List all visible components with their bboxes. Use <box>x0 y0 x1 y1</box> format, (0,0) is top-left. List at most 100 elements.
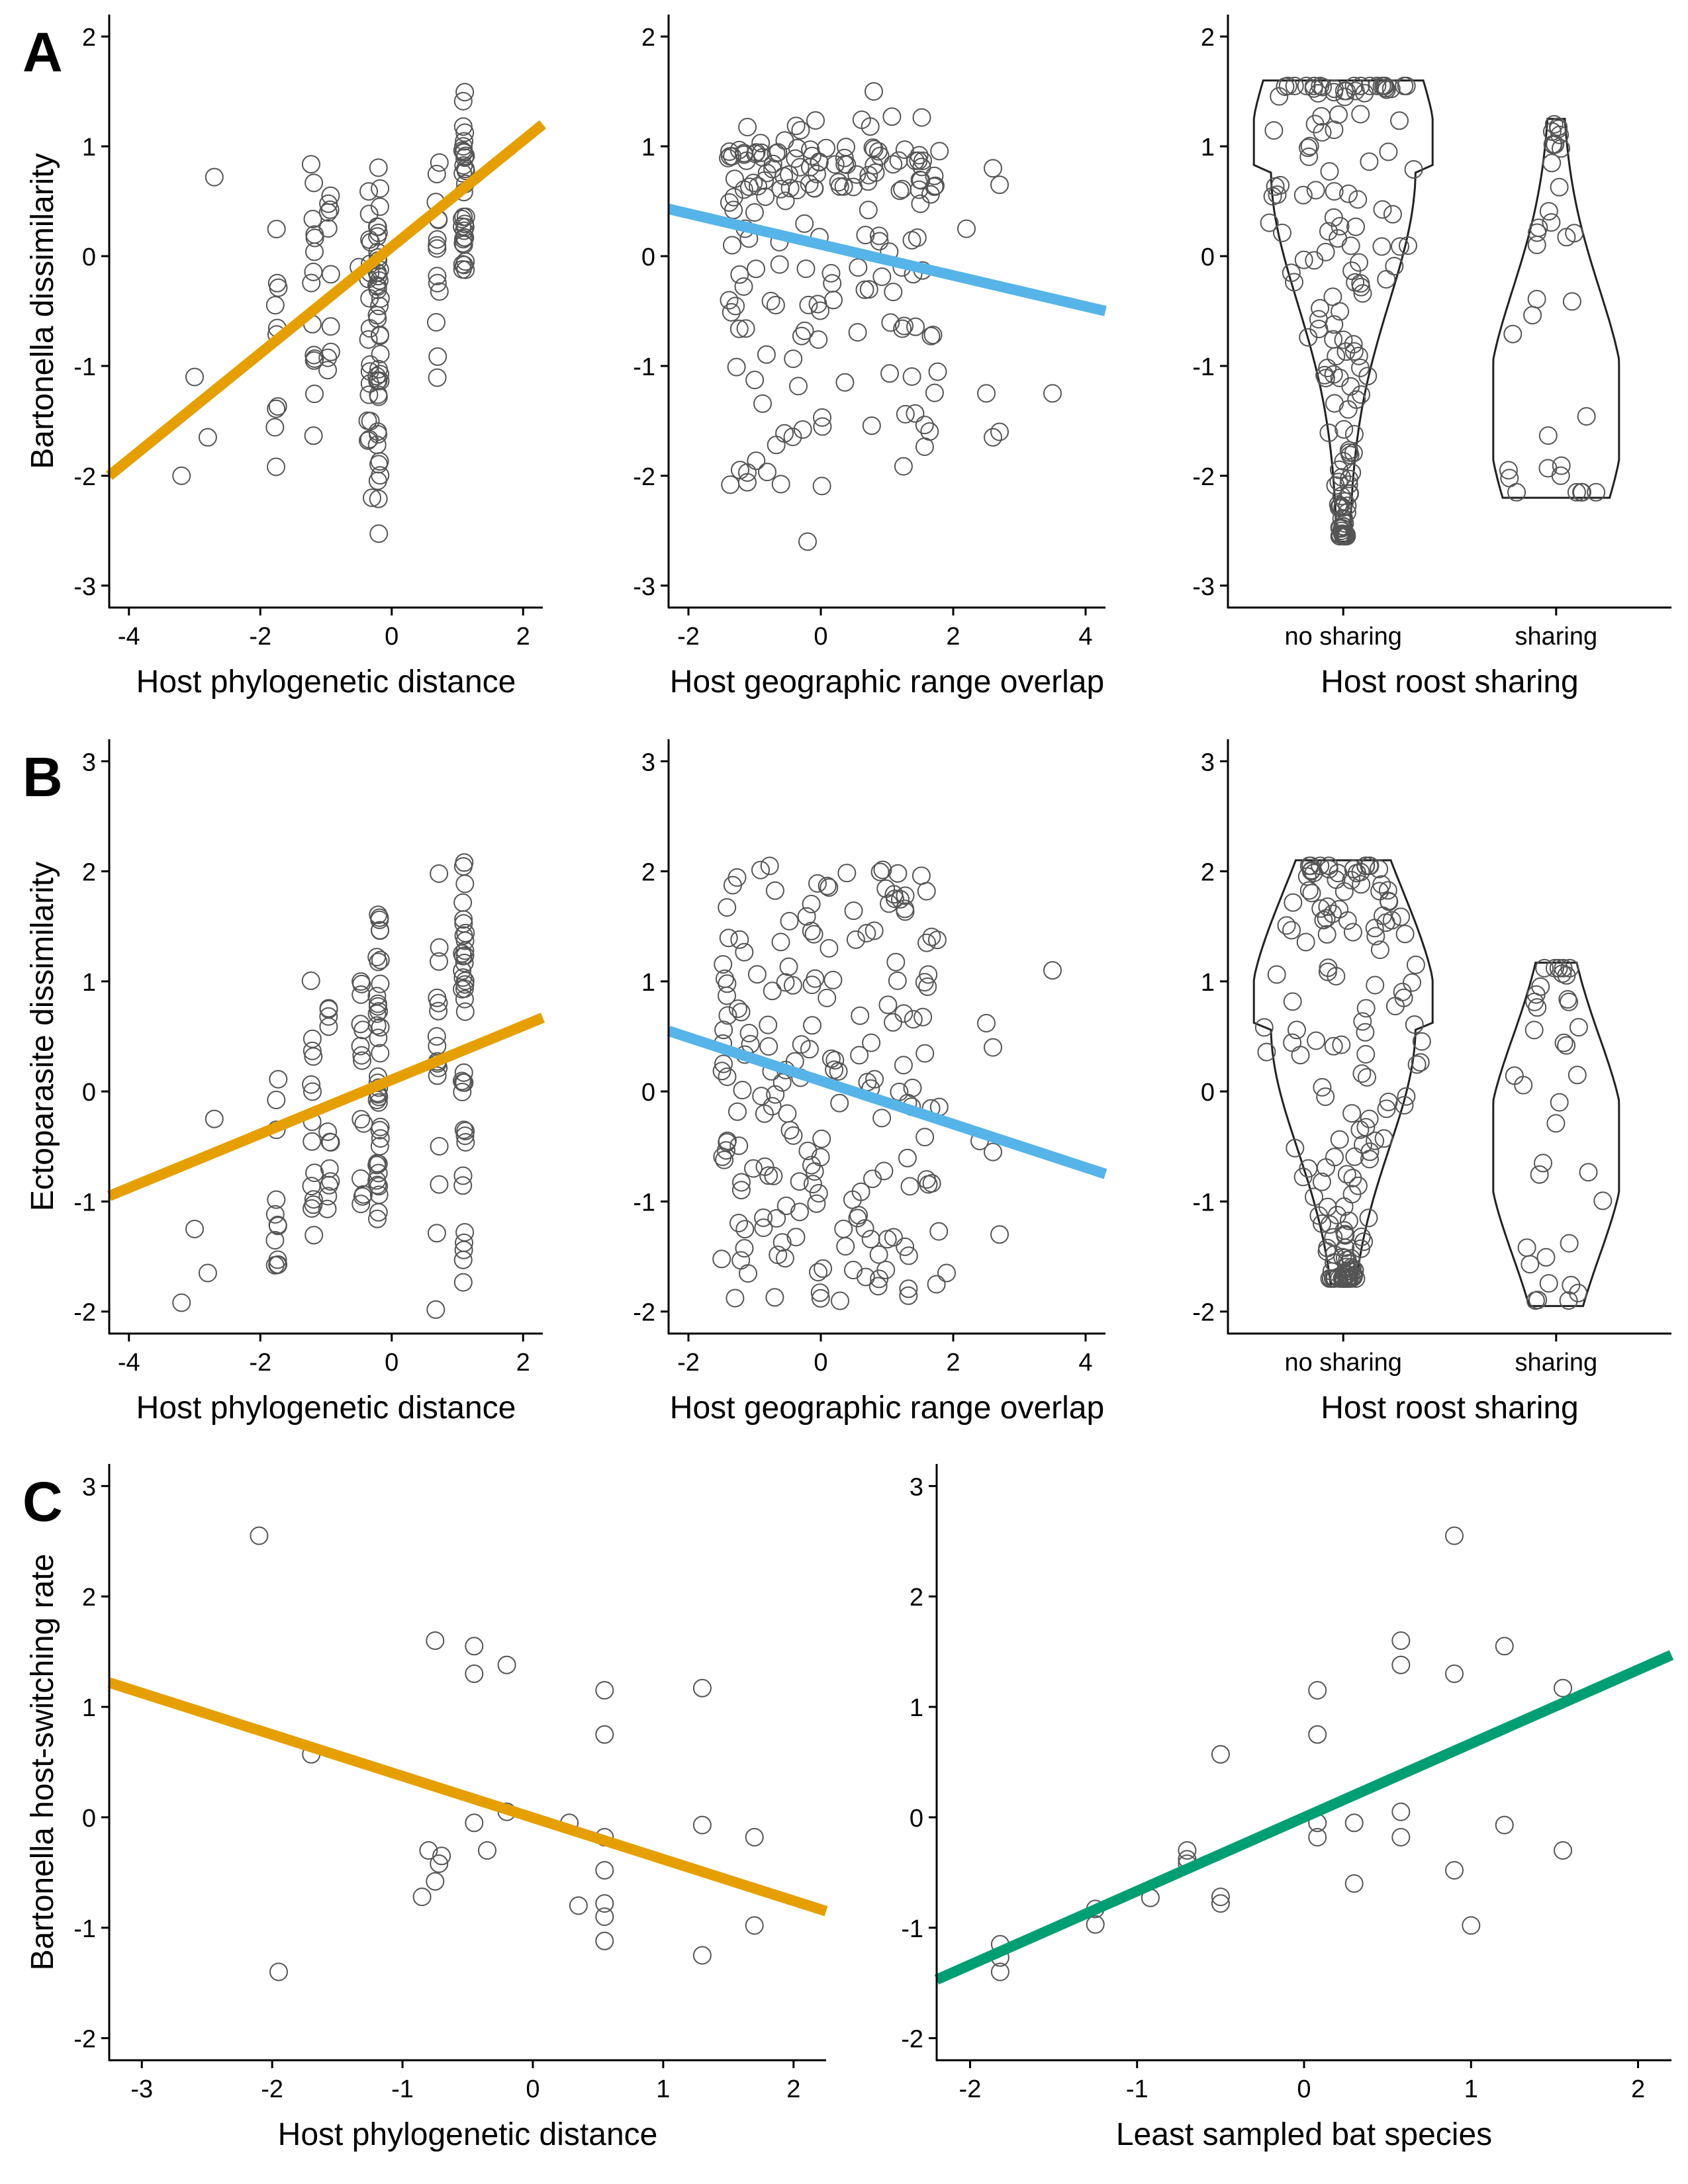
data-point <box>426 1300 445 1319</box>
data-point <box>870 232 889 251</box>
data-point <box>915 437 934 456</box>
data-point <box>352 985 371 1004</box>
data-point <box>731 1003 751 1022</box>
data-point <box>824 291 843 310</box>
data-point <box>1319 222 1338 241</box>
data-point <box>925 383 944 402</box>
data-point <box>1318 897 1337 916</box>
data-point <box>884 1228 903 1247</box>
data-point <box>1391 1802 1411 1821</box>
data-point <box>1330 369 1349 387</box>
data-point <box>453 979 471 999</box>
data-point <box>733 1081 752 1100</box>
data-point <box>360 230 379 249</box>
data-point <box>865 921 884 940</box>
data-point <box>795 214 814 233</box>
data-point <box>977 384 996 403</box>
data-point <box>1308 1725 1327 1744</box>
data-point <box>304 262 323 281</box>
data-point <box>1353 284 1372 303</box>
x-tick-label: sharing <box>1515 623 1597 651</box>
data-point <box>1305 114 1325 134</box>
data-point <box>810 153 829 172</box>
data-point <box>1329 229 1348 248</box>
data-point <box>1257 1042 1276 1062</box>
data-point <box>320 200 340 219</box>
data-point <box>835 155 855 174</box>
data-point <box>595 1861 614 1880</box>
data-point <box>1285 76 1304 95</box>
data-point <box>773 1233 792 1252</box>
trend-line <box>107 1677 828 1917</box>
data-point <box>763 1097 782 1116</box>
data-point <box>318 1199 337 1218</box>
data-point <box>455 221 474 240</box>
data-point <box>990 1225 1009 1244</box>
x-tick-label: 2 <box>516 623 530 651</box>
data-point <box>1377 270 1396 289</box>
data-point <box>305 385 324 404</box>
data-point <box>882 107 902 126</box>
data-point <box>455 132 474 151</box>
data-point <box>918 977 937 996</box>
data-point <box>784 1126 803 1145</box>
data-point <box>429 1001 448 1021</box>
data-point <box>1296 933 1315 952</box>
data-point <box>783 976 802 995</box>
data-point <box>830 177 849 196</box>
y-tick-label: 0 <box>1201 1079 1215 1107</box>
x-tick-label: -2 <box>677 1349 700 1377</box>
data-point <box>371 950 390 970</box>
data-point <box>267 399 286 418</box>
data-point <box>803 1016 821 1035</box>
data-point <box>1324 1036 1343 1056</box>
data-point <box>172 466 191 485</box>
data-point <box>368 471 387 490</box>
y-tick-label: 2 <box>82 24 96 52</box>
x-tick-label: -2 <box>959 2075 982 2103</box>
data-point <box>302 1075 321 1094</box>
data-point <box>889 151 908 170</box>
data-point <box>751 134 771 153</box>
data-point <box>823 274 842 293</box>
data-point <box>872 1109 892 1128</box>
data-point <box>881 313 900 332</box>
data-point <box>369 1028 388 1048</box>
data-point <box>927 931 947 950</box>
data-point <box>267 457 285 477</box>
data-point <box>758 463 776 482</box>
panel-letter-a: A <box>23 21 63 83</box>
data-point <box>809 1263 827 1282</box>
data-point <box>805 1162 824 1181</box>
data-point <box>1462 1916 1481 1935</box>
data-point <box>868 1277 888 1296</box>
x-tick-label: 2 <box>946 623 960 651</box>
data-point <box>763 154 782 173</box>
data-point <box>1560 1234 1579 1253</box>
data-point <box>759 1037 778 1056</box>
data-point <box>369 223 388 242</box>
x-tick-label: 2 <box>946 1349 960 1377</box>
data-point <box>367 367 387 386</box>
data-point <box>268 397 287 416</box>
data-point <box>764 1166 783 1185</box>
data-point <box>1499 461 1518 480</box>
data-point <box>1393 982 1412 1001</box>
data-point <box>799 295 818 314</box>
data-point <box>1550 125 1570 144</box>
data-point <box>1360 856 1379 876</box>
data-point <box>790 1203 809 1222</box>
data-point <box>896 899 914 919</box>
data-point <box>1332 468 1351 487</box>
x-axis-title: Host roost sharing <box>1321 1390 1579 1426</box>
data-point <box>717 1141 735 1160</box>
data-point <box>804 925 823 944</box>
data-point <box>990 1962 1009 1981</box>
data-point <box>465 1664 484 1683</box>
data-point <box>728 1102 747 1121</box>
data-point <box>1568 1066 1587 1085</box>
data-point <box>453 210 471 228</box>
data-point <box>1527 236 1546 254</box>
data-point <box>800 1040 819 1059</box>
data-point <box>809 1184 828 1203</box>
